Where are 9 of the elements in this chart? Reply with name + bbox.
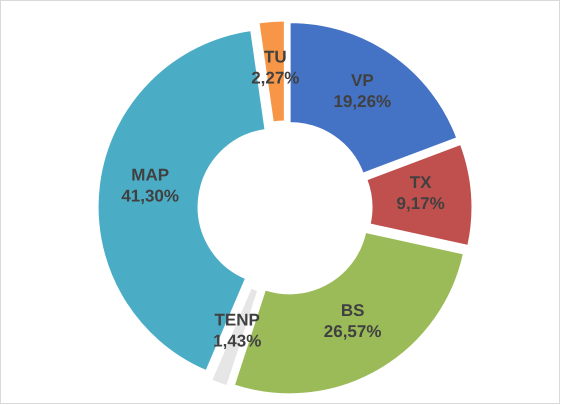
data-label: 9,17% xyxy=(396,194,445,214)
slice-label: VP xyxy=(351,71,374,90)
slice-label: BS xyxy=(340,300,364,320)
slice-label: TX xyxy=(410,173,432,192)
data-label: 41,30% xyxy=(121,186,179,206)
data-label: 26,57% xyxy=(324,322,382,341)
data-label: 19,26% xyxy=(334,92,392,112)
data-label: 2,27% xyxy=(251,68,300,88)
slice-label: MAP xyxy=(131,165,170,184)
